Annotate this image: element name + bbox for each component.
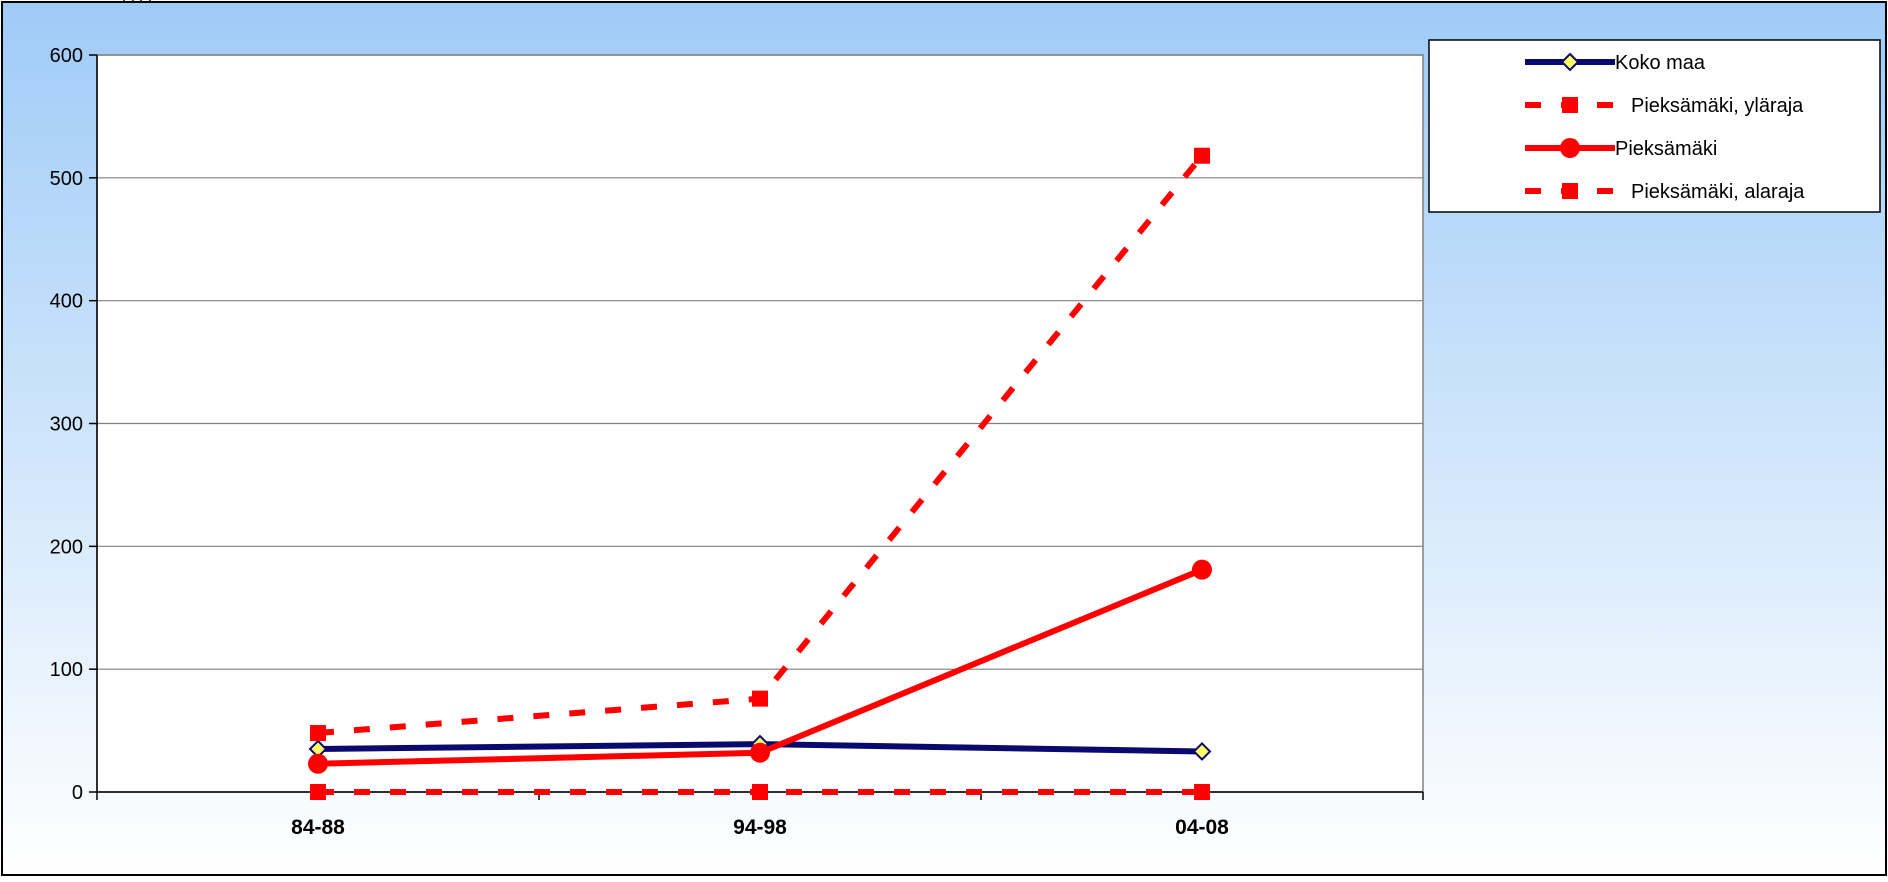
legend-marker bbox=[1560, 138, 1580, 158]
gridlines bbox=[97, 54, 1423, 670]
y-tick-label: 0 bbox=[72, 782, 83, 804]
data-point bbox=[752, 784, 768, 800]
header-fragment: ( )( ) bbox=[120, 0, 154, 2]
legend-item: Pieksämäki bbox=[1525, 138, 1717, 160]
data-point bbox=[1192, 742, 1212, 761]
legend-box bbox=[1428, 39, 1881, 213]
legend-label: Koko maa bbox=[1615, 52, 1706, 74]
y-tick-label: 400 bbox=[50, 291, 83, 313]
legend-label: Pieksämäki bbox=[1615, 138, 1717, 160]
y-tick-label: 300 bbox=[50, 414, 83, 436]
legend: Koko maa Pieksämäki, yläraja Pieksämäki Pie… bbox=[1428, 39, 1881, 213]
legend-item: Pieksämäki, yläraja bbox=[1525, 95, 1804, 117]
legend-item: Pieksämäki, alaraja bbox=[1525, 181, 1805, 203]
y-tick-label: 200 bbox=[50, 536, 83, 558]
legend-marker bbox=[1560, 52, 1580, 72]
data-point bbox=[1194, 147, 1210, 164]
series-layer bbox=[308, 147, 1212, 800]
legend-label: Pieksämäki, yläraja bbox=[1631, 95, 1804, 117]
data-point bbox=[1194, 784, 1210, 800]
y-tick-label: 100 bbox=[50, 659, 83, 681]
legend-item: Koko maa bbox=[1525, 52, 1706, 74]
data-point bbox=[310, 725, 326, 742]
x-tick-label: 84-88 bbox=[291, 816, 345, 839]
legend-label: Pieksämäki, alaraja bbox=[1631, 181, 1805, 203]
y-tick-label: 600 bbox=[50, 45, 83, 67]
data-point bbox=[752, 690, 768, 707]
x-tick-label: 94-98 bbox=[733, 816, 787, 839]
data-point bbox=[750, 742, 770, 763]
series-1 bbox=[310, 147, 1210, 742]
series-3 bbox=[310, 784, 1210, 800]
data-point bbox=[308, 753, 328, 774]
y-tick-label: 500 bbox=[50, 168, 83, 190]
x-tick-label: 04-08 bbox=[1175, 816, 1229, 839]
data-point bbox=[310, 784, 326, 800]
legend-marker bbox=[1562, 97, 1578, 113]
legend-marker bbox=[1562, 183, 1578, 199]
series-2 bbox=[308, 559, 1212, 774]
data-point bbox=[1192, 559, 1212, 580]
